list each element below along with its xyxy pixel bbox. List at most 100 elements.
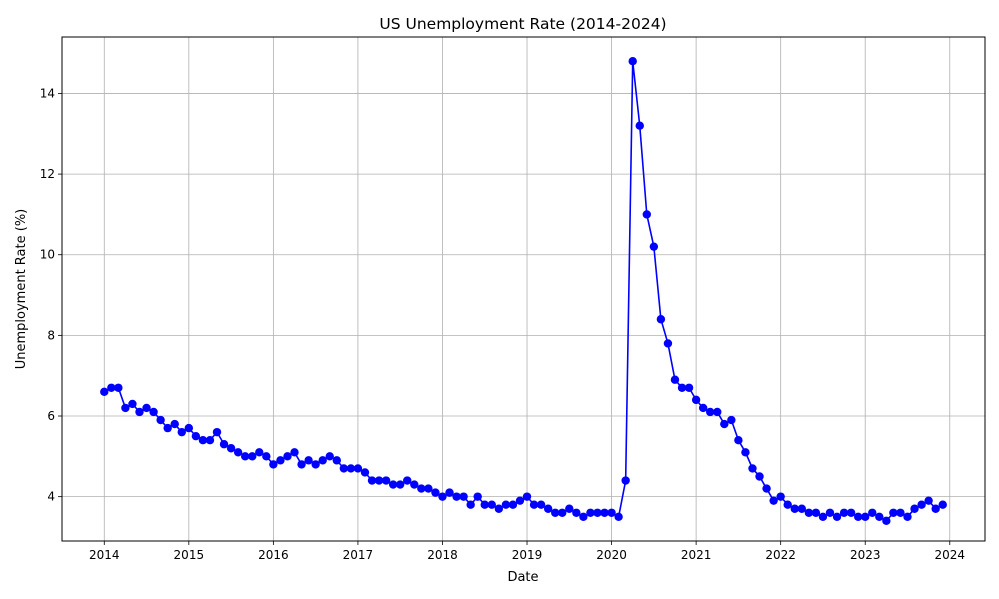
data-point: [438, 492, 447, 501]
data-point: [593, 508, 602, 517]
data-point: [706, 407, 715, 417]
data-point: [917, 500, 926, 509]
y-tick-label: 12: [40, 167, 55, 181]
data-point: [318, 456, 327, 465]
x-tick-label: 2018: [427, 548, 458, 562]
data-point: [480, 500, 489, 509]
x-tick-label: 2023: [850, 548, 881, 562]
data-point: [452, 492, 461, 501]
data-point: [832, 512, 842, 522]
data-point: [889, 508, 898, 517]
data-point: [614, 512, 623, 522]
x-tick-label: 2015: [174, 548, 205, 562]
data-point: [248, 452, 257, 461]
data-point: [755, 472, 764, 481]
data-point: [332, 456, 341, 465]
data-point: [628, 56, 637, 66]
data-point: [579, 512, 588, 522]
data-point: [290, 448, 299, 457]
data-point: [868, 508, 877, 517]
data-point: [825, 508, 835, 517]
data-point: [572, 508, 581, 517]
x-tick-label: 2022: [765, 548, 796, 562]
y-tick-label: 8: [47, 328, 55, 342]
data-point: [783, 500, 792, 509]
data-point: [839, 508, 849, 517]
data-point: [374, 476, 384, 485]
data-point: [403, 476, 412, 485]
data-point: [543, 504, 553, 513]
data-point: [698, 403, 708, 413]
data-point: [487, 500, 496, 509]
x-axis-ticks: 2014 2015 2016 2017 2018 2019 2020 2021 2022 2023…: [89, 541, 965, 562]
data-point: [262, 452, 271, 461]
data-point: [424, 484, 433, 493]
x-tick-label: 2014: [89, 548, 120, 562]
data-point: [367, 476, 377, 485]
data-point: [811, 508, 821, 517]
data-point: [924, 496, 933, 505]
data-point: [128, 399, 137, 409]
data-point: [325, 452, 334, 461]
data-point: [861, 512, 870, 522]
y-axis-ticks: 4 6 8 10 12 14: [40, 86, 62, 504]
data-point: [107, 383, 116, 392]
data-point: [283, 452, 292, 461]
data-point: [212, 427, 222, 437]
plot-frame: [61, 36, 986, 542]
data-point: [769, 496, 778, 505]
chart-title: US Unemployment Rate (2014-2024): [379, 15, 666, 33]
data-point: [600, 508, 609, 517]
data-point: [226, 444, 236, 453]
data-point: [565, 504, 574, 513]
data-point: [121, 403, 130, 413]
data-point: [501, 500, 511, 509]
data-point: [776, 492, 785, 501]
data-point: [818, 512, 828, 522]
data-point: [304, 456, 313, 465]
data-point: [494, 504, 504, 513]
data-point: [276, 456, 285, 465]
data-point: [508, 500, 518, 509]
data-point: [473, 492, 482, 501]
data-point: [635, 121, 644, 130]
x-axis-label: Date: [507, 570, 538, 585]
data-point: [191, 431, 201, 441]
data-point: [748, 464, 757, 473]
data-point: [339, 464, 349, 473]
data-point: [417, 484, 426, 493]
data-point: [515, 496, 525, 505]
data-point: [381, 476, 391, 485]
data-point: [346, 464, 356, 473]
y-tick-label: 6: [47, 409, 55, 423]
y-tick-label: 14: [40, 86, 55, 100]
data-point: [734, 436, 743, 445]
data-point: [656, 315, 666, 324]
data-point: [642, 210, 651, 219]
data-point: [100, 387, 109, 397]
data-point: [522, 492, 532, 501]
data-point: [882, 516, 891, 526]
data-point: [353, 464, 363, 473]
y-tick-label: 4: [47, 490, 55, 504]
data-point: [142, 403, 151, 413]
x-tick-label: 2016: [258, 548, 289, 562]
data-point: [875, 512, 884, 522]
data-point: [677, 383, 687, 392]
data-point: [727, 415, 736, 425]
x-tick-label: 2017: [343, 548, 374, 562]
data-point: [177, 427, 186, 437]
data-point: [741, 448, 750, 457]
data-point: [156, 415, 165, 425]
data-point: [255, 448, 264, 457]
data-point: [297, 460, 306, 469]
x-tick-label: 2019: [512, 548, 543, 562]
data-point: [846, 508, 856, 517]
data-point: [691, 395, 701, 405]
y-axis-label: Unemployment Rate (%): [14, 209, 29, 370]
y-tick-label: 10: [40, 248, 55, 262]
data-point: [466, 500, 475, 509]
data-point: [396, 480, 405, 489]
data-point: [198, 436, 208, 445]
